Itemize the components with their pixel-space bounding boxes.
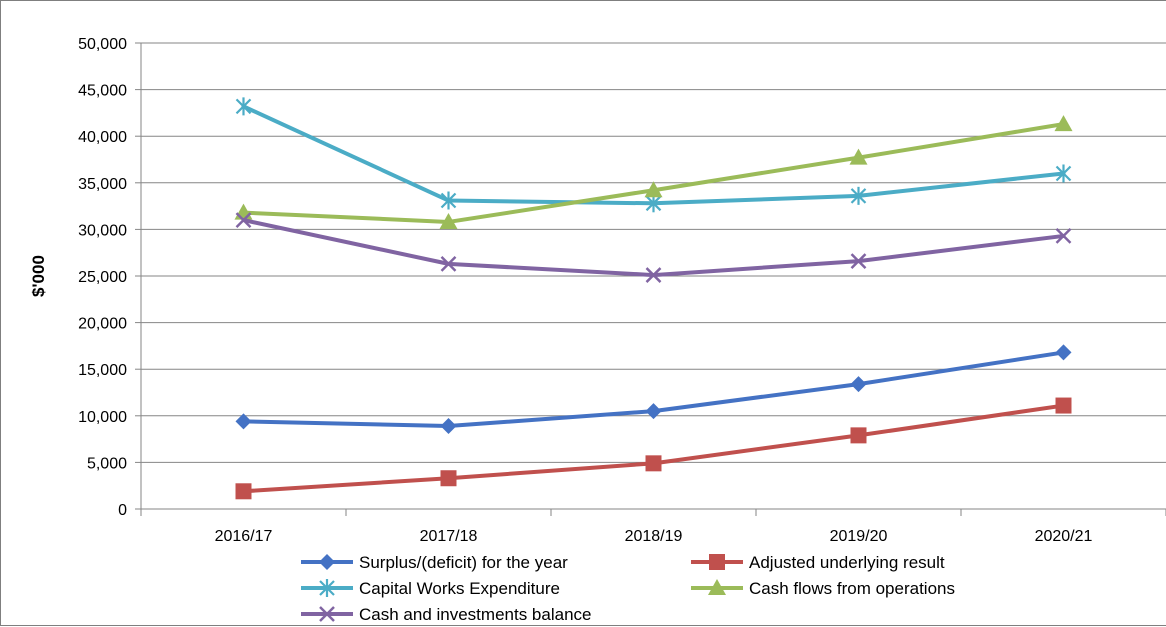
marker-stroke <box>645 267 662 283</box>
x-tick-label: 2017/18 <box>420 528 478 545</box>
legend-label: Surplus/(deficit) for the year <box>359 553 568 572</box>
y-tick-label: 30,000 <box>78 222 127 239</box>
data-point-diamond <box>235 413 252 430</box>
y-tick-label: 50,000 <box>78 36 127 53</box>
legend-marker-diamond <box>319 554 335 570</box>
data-point-star <box>235 97 252 116</box>
legend-marker-star <box>319 579 335 597</box>
x-tick-label: 2020/21 <box>1035 528 1093 545</box>
marker-stroke <box>440 256 457 272</box>
legend-marker-triangle <box>708 579 726 595</box>
series-4 <box>235 212 1072 283</box>
data-point-square <box>850 427 867 444</box>
x-tick-label: 2018/19 <box>625 528 683 545</box>
data-point-star <box>850 186 867 205</box>
data-point-triangle <box>849 148 868 165</box>
legend-item-1: Adjusted underlying result <box>691 553 945 572</box>
y-tick-label: 15,000 <box>78 362 127 379</box>
y-tick-label: 10,000 <box>78 409 127 426</box>
legend-marker-square <box>709 554 725 570</box>
series-line-4 <box>241 218 1066 278</box>
data-point-diamond <box>645 403 662 420</box>
data-point-star <box>645 194 662 213</box>
legend-label: Capital Works Expenditure <box>359 579 560 598</box>
y-tick-label: 35,000 <box>78 176 127 193</box>
data-point-square <box>440 470 457 487</box>
data-point-x <box>850 253 867 269</box>
data-point-x <box>645 267 662 283</box>
y-tick-label: 0 <box>118 502 127 519</box>
marker-stroke <box>235 212 252 228</box>
data-point-x <box>1055 228 1072 244</box>
y-tick-label: 20,000 <box>78 316 127 333</box>
data-point-square <box>1055 397 1072 414</box>
data-point-x <box>440 256 457 272</box>
data-point-diamond <box>440 418 457 435</box>
x-tick-label: 2019/20 <box>830 528 888 545</box>
y-axis-title: $'000 <box>29 255 48 297</box>
data-point-star <box>440 191 457 210</box>
y-tick-label: 45,000 <box>78 83 127 100</box>
y-tick-label: 25,000 <box>78 269 127 286</box>
data-point-square <box>235 483 252 500</box>
data-point-square <box>645 455 662 472</box>
marker-stroke <box>1055 228 1072 244</box>
legend-item-2: Capital Works Expenditure <box>301 579 560 598</box>
data-point-diamond <box>1055 344 1072 361</box>
data-point-triangle <box>439 212 458 229</box>
marker-stroke <box>319 606 335 622</box>
legend-item-0: Surplus/(deficit) for the year <box>301 553 568 572</box>
series-2 <box>235 97 1072 213</box>
legend-label: Cash flows from operations <box>749 579 955 598</box>
y-tick-label: 40,000 <box>78 129 127 146</box>
legend-item-3: Cash flows from operations <box>691 579 955 598</box>
legend-label: Cash and investments balance <box>359 605 591 624</box>
data-point-triangle <box>1054 115 1073 132</box>
series-0 <box>235 344 1072 435</box>
legend-marker-x <box>319 606 335 622</box>
legend-label: Adjusted underlying result <box>749 553 945 572</box>
data-point-star <box>1055 164 1072 183</box>
x-tick-label: 2016/17 <box>215 528 273 545</box>
data-point-diamond <box>850 376 867 393</box>
y-tick-label: 5,000 <box>87 455 127 472</box>
data-point-x <box>235 212 252 228</box>
legend-item-4: Cash and investments balance <box>301 605 591 624</box>
data-point-triangle <box>644 181 663 198</box>
marker-stroke <box>850 253 867 269</box>
series-1 <box>235 397 1072 500</box>
